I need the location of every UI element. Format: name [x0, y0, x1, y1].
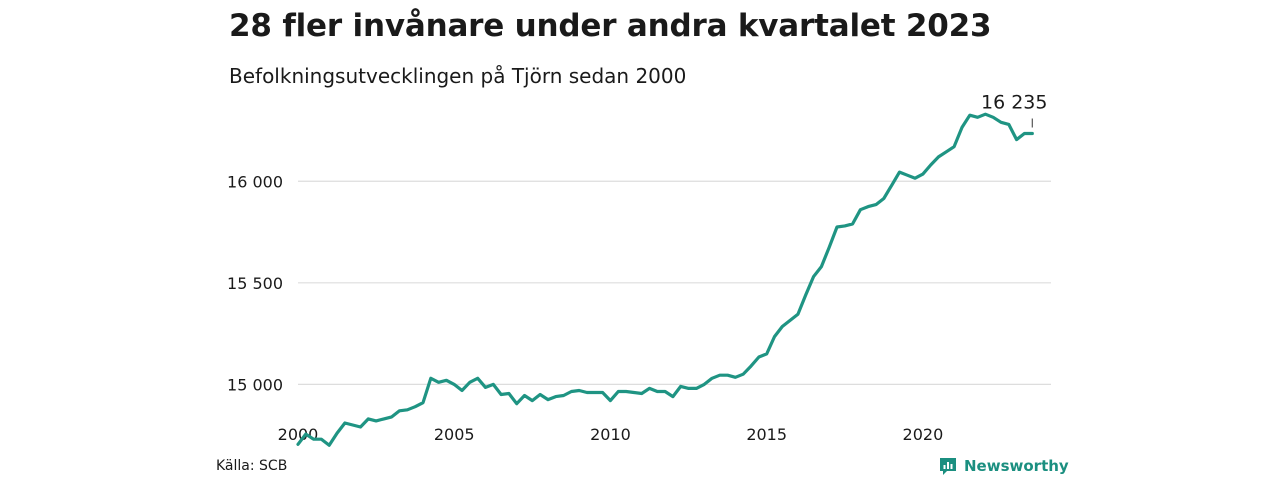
source-label: Källa: SCB [216, 458, 288, 474]
x-tick-label: 2005 [434, 425, 475, 444]
newsworthy-logo: Newsworthy [938, 456, 1069, 476]
y-tick-label: 15 500 [227, 274, 283, 293]
x-axis-ticks: 2000 2005 2010 2015 2020 [278, 425, 944, 444]
bar-chart-speech-bubble-icon [940, 458, 956, 475]
y-axis-ticks: 15 000 15 500 16 000 [227, 172, 283, 394]
x-tick-label: 2010 [590, 425, 631, 444]
x-tick-label: 2015 [746, 425, 787, 444]
x-tick-label: 2020 [903, 425, 944, 444]
population-line [296, 112, 1034, 447]
chart-subtitle: Befolkningsutvecklingen på Tjörn sedan 2… [229, 64, 687, 88]
y-tick-label: 15 000 [227, 375, 283, 394]
brand-name: Newsworthy [964, 457, 1069, 475]
chart-title: 28 fler invånare under andra kvartalet 2… [229, 8, 992, 44]
x-tick-label: 2000 [278, 425, 319, 444]
end-value-label: 16 235 [981, 92, 1047, 114]
gridlines [298, 180, 1051, 385]
y-tick-label: 16 000 [227, 172, 283, 191]
